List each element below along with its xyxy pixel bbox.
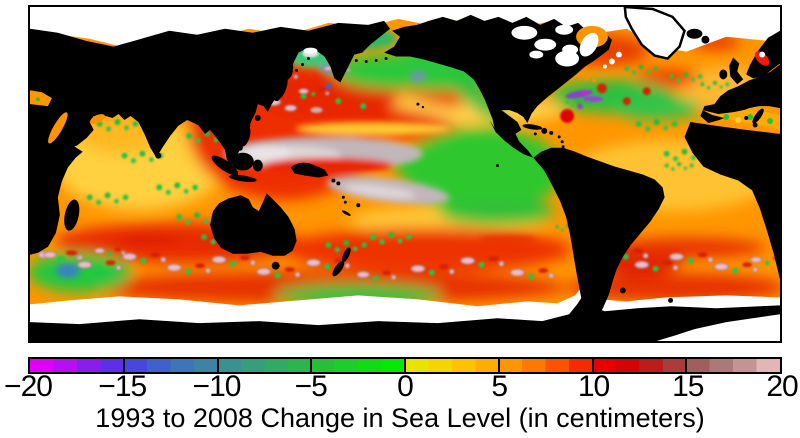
- tasmania: [271, 261, 280, 270]
- greenland: [623, 7, 686, 60]
- map-canvas: [30, 7, 780, 341]
- colorbar: [28, 357, 782, 374]
- hawaii: [416, 102, 420, 106]
- italy: [752, 108, 764, 124]
- land-south-america: [533, 147, 665, 325]
- sulawesi: [252, 159, 263, 172]
- land-antarctica: [30, 287, 780, 341]
- colorbar-tick-label: 0: [397, 370, 414, 403]
- arctic-no-data: [30, 7, 780, 52]
- mediterranean-east: [30, 90, 52, 107]
- land-australia: [210, 193, 297, 256]
- chart-title: 1993 to 2008 Change in Sea Level (in cen…: [95, 403, 705, 433]
- colorbar-tick-label: −15: [98, 370, 147, 403]
- colorbar-tick: [216, 359, 219, 372]
- colorbar-tick-label: −20: [4, 370, 53, 403]
- sumatra: [211, 155, 239, 176]
- java: [229, 174, 257, 182]
- colorbar-tick-label: 15: [672, 370, 704, 403]
- ireland: [719, 69, 728, 80]
- colorbar-ticks: [30, 359, 780, 372]
- colorbar-tick-label: −5: [294, 370, 328, 403]
- sea-level-map: [28, 5, 782, 343]
- land-europe: [700, 64, 780, 123]
- colorbar-tick-label: 5: [491, 370, 508, 403]
- borneo: [231, 152, 254, 171]
- colorbar-tick: [404, 359, 406, 372]
- persian-gulf: [90, 114, 106, 124]
- colorbar-tick: [591, 359, 594, 372]
- land-africa-east: [30, 104, 83, 255]
- great-britain: [729, 57, 744, 85]
- colorbar-tick-label: 20: [766, 370, 798, 403]
- colorbar-tick: [685, 359, 688, 372]
- taiwan: [254, 115, 261, 121]
- sri-lanka: [155, 152, 162, 159]
- philippines: [239, 125, 251, 147]
- colorbar-tick: [310, 359, 313, 372]
- new-zealand-north: [341, 247, 351, 263]
- falkland-islands: [619, 287, 626, 294]
- colorbar-tick: [497, 359, 500, 372]
- colorbar-labels: −20 −15 −10 −5 0 5 10 15 20: [4, 370, 799, 403]
- colorbar-tick-label: 10: [577, 370, 610, 403]
- japan: [277, 77, 288, 99]
- land-west-africa: [684, 121, 780, 280]
- red-sea: [48, 112, 68, 144]
- iceland: [686, 28, 703, 39]
- colorbar-tick: [122, 359, 125, 372]
- land-north-america: [384, 14, 612, 158]
- colorbar-tick-label: −10: [192, 370, 242, 403]
- islands: [64, 28, 764, 303]
- galapagos: [496, 164, 499, 168]
- ice-sheets: [303, 7, 766, 69]
- land-masses: [30, 14, 780, 341]
- madagascar: [64, 199, 80, 231]
- cuba: [522, 124, 543, 130]
- baltic-sea: [754, 51, 770, 66]
- land-eurasia: [30, 20, 391, 168]
- new-zealand-south: [332, 261, 345, 277]
- new-guinea: [290, 162, 329, 178]
